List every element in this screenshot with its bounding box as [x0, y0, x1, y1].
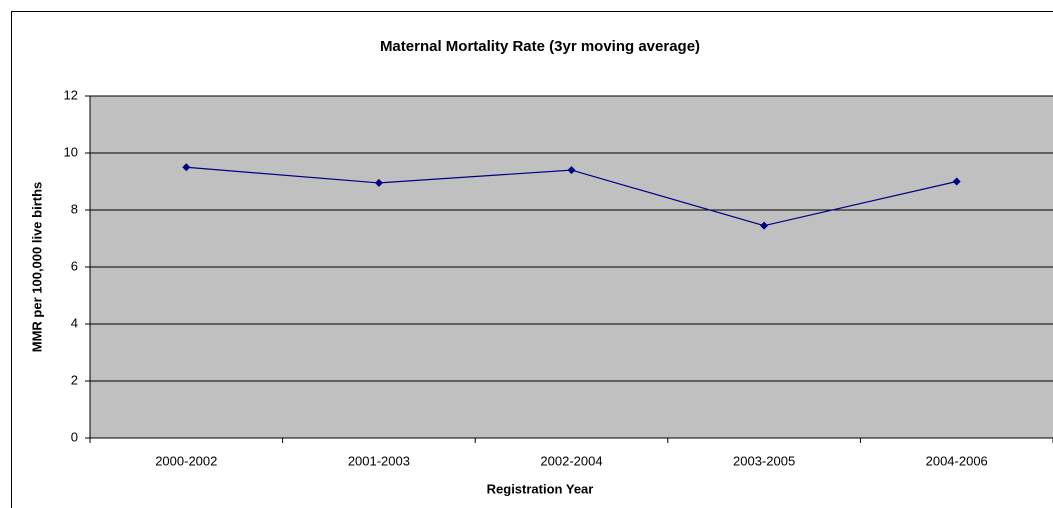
y-tick-label: 2 — [71, 372, 78, 387]
x-tick-label: 2001-2003 — [348, 453, 410, 468]
data-point — [952, 177, 961, 186]
x-tick-label: 2003-2005 — [733, 453, 795, 468]
y-tick-label: 4 — [71, 315, 78, 330]
y-tick-label: 10 — [64, 144, 78, 159]
data-point — [567, 166, 576, 175]
chart-title: Maternal Mortality Rate (3yr moving aver… — [380, 38, 700, 55]
x-tick-label: 2002-2004 — [540, 453, 602, 468]
data-point — [374, 178, 383, 187]
y-tick-label: 12 — [64, 87, 78, 102]
x-axis-title: Registration Year — [487, 481, 594, 496]
y-tick-label: 6 — [71, 258, 78, 273]
x-tick-label: 2000-2002 — [155, 453, 217, 468]
data-point — [182, 163, 191, 172]
y-tick-label: 8 — [71, 201, 78, 216]
y-tick-label: 0 — [71, 429, 78, 444]
y-axis-title: MMR per 100,000 live births — [29, 182, 44, 353]
x-tick-label: 2004-2006 — [926, 453, 988, 468]
data-point — [760, 221, 769, 230]
